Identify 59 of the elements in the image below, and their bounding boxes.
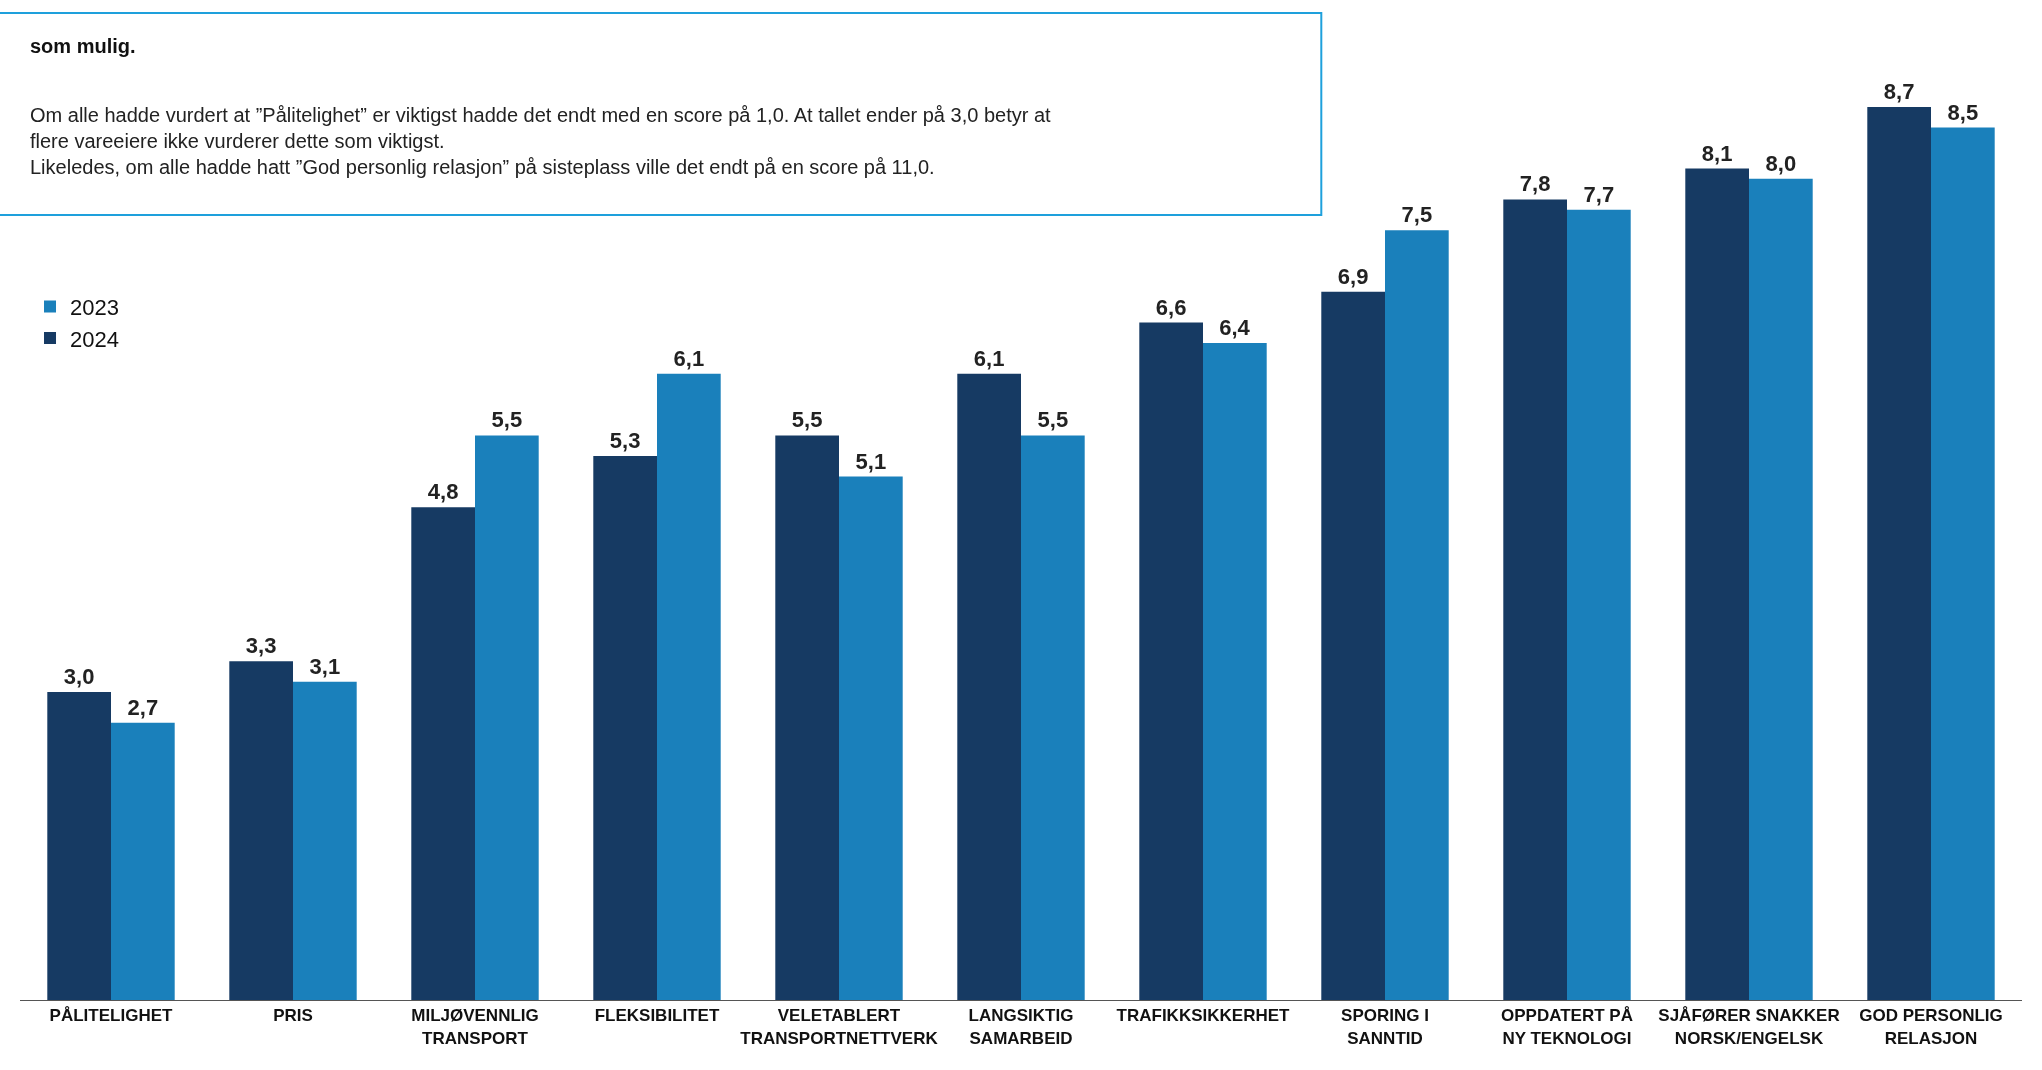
data-label: 5,5 — [791, 407, 823, 433]
x-tick-label: SJÅFØRER SNAKKER NORSK/ENGELSK — [1658, 1006, 1840, 1048]
data-label: 8,1 — [1701, 140, 1733, 166]
data-label: 3,0 — [63, 664, 95, 690]
bar — [1503, 199, 1567, 1000]
x-tick-label: FLEKSIBILITET — [594, 1006, 720, 1026]
x-tick-label: OPPDATERT PÅ NY TEKNOLOGI — [1501, 1006, 1633, 1048]
data-label: 6,6 — [1155, 294, 1187, 320]
bar — [839, 476, 903, 1000]
data-label: 7,5 — [1401, 202, 1433, 228]
bar — [293, 681, 357, 1000]
bar — [411, 507, 475, 1000]
bar — [1385, 230, 1449, 1000]
data-label: 6,1 — [973, 345, 1005, 371]
legend-label: 2024 — [70, 326, 119, 352]
x-tick-label: VELETABLERT TRANSPORTNETTVERK — [740, 1006, 939, 1048]
data-label: 8,0 — [1765, 150, 1797, 176]
x-tick-label: LANGSIKTIG SAMARBEID — [968, 1006, 1074, 1048]
x-tick-label: PRIS — [273, 1006, 313, 1026]
data-label: 5,3 — [609, 427, 641, 453]
bar — [111, 722, 175, 1000]
data-label: 7,8 — [1519, 171, 1551, 197]
bar — [1139, 322, 1203, 1000]
data-label: 2,7 — [127, 694, 159, 720]
data-label: 6,4 — [1219, 315, 1251, 341]
bar — [593, 455, 657, 1000]
bar — [1021, 435, 1085, 1000]
x-tick-label: MILJØVENNLIG TRANSPORT — [411, 1006, 539, 1048]
bar — [1203, 343, 1267, 1000]
bar — [47, 692, 111, 1000]
x-tick-label: TRAFIKKSIKKERHET — [1116, 1006, 1291, 1026]
annotation: Om alle hadde vurdert at ”Pålitelighet” er viktigst hadde det endt med en score på 1,0. At tallet ender på 3,0 betyr at flere vareeiere ikke vurderer dette som viktigst. Likeledes, om alle hadde hatt ”God personlig relasjon” på sisteplass ville det endt på en score på 11,0. — [30, 104, 1052, 178]
data-label: 5,1 — [855, 448, 887, 474]
data-label: 6,9 — [1337, 263, 1369, 289]
bar — [1931, 127, 1995, 1000]
data-label: 3,3 — [245, 633, 277, 659]
bar — [657, 373, 721, 1000]
data-label: 5,5 — [491, 407, 523, 433]
data-label: 3,1 — [309, 653, 341, 679]
data-label: 8,5 — [1947, 99, 1979, 125]
text: som mulig. — [30, 35, 136, 57]
bar — [1321, 291, 1385, 1000]
data-label: 8,7 — [1883, 79, 1915, 104]
data-label: 4,8 — [427, 479, 459, 505]
bar — [957, 373, 1021, 1000]
bar — [1749, 178, 1813, 1000]
bar — [475, 435, 539, 1000]
bar — [1867, 107, 1931, 1000]
data-label: 6,1 — [673, 345, 705, 371]
x-tick-label: PÅLITELIGHET — [49, 1006, 173, 1026]
data-label: 5,5 — [1037, 407, 1069, 433]
bar — [1685, 168, 1749, 1000]
bar — [775, 435, 839, 1000]
data-label: 7,7 — [1583, 181, 1615, 207]
legend-label: 2023 — [70, 294, 119, 320]
x-tick-label: GOD PERSONLIG RELASJON — [1859, 1006, 2003, 1048]
x-tick-label: SPORING I SANNTID — [1341, 1006, 1429, 1048]
bar — [229, 661, 293, 1000]
bar — [1567, 209, 1631, 1000]
